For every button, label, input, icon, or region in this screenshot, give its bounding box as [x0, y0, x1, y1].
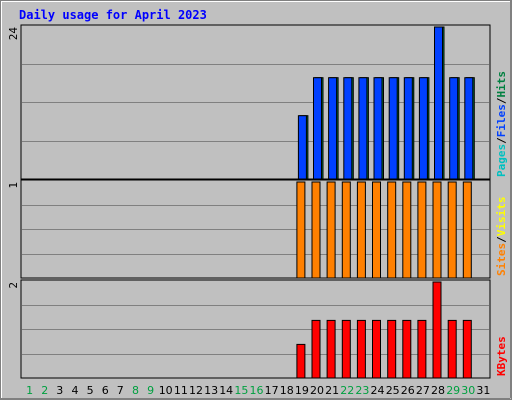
y-axis-max-label: 24: [7, 27, 20, 41]
x-tick-label-day-2: 2: [41, 384, 48, 397]
x-tick-label-day-1: 1: [26, 384, 33, 397]
bar-sites-day-28: [432, 181, 442, 279]
bar-sites-day-24: [372, 181, 381, 279]
legend-entry: /: [495, 97, 508, 104]
x-tick-label-day-21: 21: [325, 384, 339, 397]
legend-entry: Sites: [495, 243, 508, 276]
bar-files-day-20: [313, 77, 322, 180]
panel-legend: Pages/Files/Hits: [495, 71, 508, 177]
x-tick-label-day-26: 26: [401, 384, 415, 397]
bar-sites-day-20: [311, 181, 321, 279]
bar-sites-day-26: [402, 181, 412, 279]
bar-files-day-21: [328, 77, 338, 180]
legend-entry: Pages: [495, 144, 508, 177]
x-tick-label-day-16: 16: [250, 384, 264, 397]
bar-sites-day-19: [296, 181, 306, 279]
panel-legend: KBytes: [495, 336, 508, 376]
bar-sites-day-22: [341, 181, 351, 279]
bar-kbytes-day-19: [296, 343, 306, 379]
x-tick-label-day-22: 22: [340, 384, 354, 397]
x-tick-label-day-31: 31: [476, 384, 490, 397]
x-tick-label-day-9: 9: [147, 384, 154, 397]
legend-entry: Hits: [495, 71, 508, 98]
y-axis-max-label: 2: [7, 282, 20, 289]
bar-files-day-24: [373, 77, 383, 180]
x-tick-label-day-12: 12: [189, 384, 203, 397]
x-tick-label-day-8: 8: [132, 384, 139, 397]
x-tick-label-day-3: 3: [56, 384, 63, 397]
x-tick-label-day-11: 11: [174, 384, 188, 397]
x-tick-label-day-24: 24: [371, 384, 385, 397]
bar-files-day-19: [297, 115, 307, 180]
bar-kbytes-day-25: [387, 319, 397, 379]
x-tick-label-day-27: 27: [416, 384, 430, 397]
bar-sites-day-29: [447, 181, 457, 279]
bar-kbytes-day-21: [326, 319, 336, 379]
panel-visits-sites: 1 Sites/Visits: [7, 179, 508, 279]
x-tick-label-day-28: 28: [431, 384, 445, 397]
legend-entry: /: [495, 236, 508, 243]
bar-files-day-25: [388, 77, 398, 180]
panel-legend: Sites/Visits: [495, 197, 508, 277]
panel-kbytes: 2 KBytes: [7, 279, 508, 379]
legend-entry: /: [495, 137, 508, 144]
x-tick-label-day-15: 15: [234, 384, 248, 397]
x-tick-label-day-6: 6: [102, 384, 109, 397]
x-tick-label-day-19: 19: [295, 384, 309, 397]
x-tick-label-day-5: 5: [87, 384, 94, 397]
bar-kbytes-day-22: [341, 319, 351, 379]
bar-kbytes-day-24: [372, 319, 381, 379]
x-tick-label-day-25: 25: [386, 384, 400, 397]
y-axis-max-label: 1: [7, 182, 20, 189]
bar-kbytes-day-23: [356, 319, 366, 379]
bar-files-day-23: [358, 77, 368, 180]
x-tick-label-day-7: 7: [117, 384, 124, 397]
x-tick-label-day-13: 13: [204, 384, 218, 397]
x-tick-label-day-14: 14: [219, 384, 233, 397]
bar-kbytes-day-28: [432, 281, 442, 379]
bar-kbytes-day-20: [311, 319, 321, 379]
legend-entry: Files: [495, 104, 508, 137]
legend-entry: KBytes: [495, 336, 508, 376]
chart-title: Daily usage for April 2023: [19, 8, 207, 22]
bar-files-day-29: [449, 77, 459, 180]
x-tick-label-day-20: 20: [310, 384, 324, 397]
x-tick-label-day-29: 29: [446, 384, 460, 397]
bar-files-day-27: [418, 77, 428, 180]
bar-files-day-28: [434, 26, 443, 180]
bar-files-day-22: [343, 77, 353, 180]
bar-kbytes-day-29: [447, 319, 457, 379]
bar-kbytes-day-30: [462, 319, 472, 379]
x-tick-label-day-10: 10: [159, 384, 173, 397]
x-tick-label-day-23: 23: [355, 384, 369, 397]
bar-sites-day-30: [462, 181, 472, 279]
bar-kbytes-day-26: [402, 319, 412, 379]
bar-sites-day-21: [326, 181, 336, 279]
bar-files-day-30: [464, 77, 474, 180]
legend-entry: Visits: [495, 197, 508, 237]
bar-sites-day-25: [387, 181, 397, 279]
bar-sites-day-27: [417, 181, 427, 279]
x-tick-label-day-4: 4: [72, 384, 79, 397]
x-tick-label-day-17: 17: [265, 384, 279, 397]
bar-kbytes-day-27: [417, 319, 427, 379]
bar-files-day-26: [403, 77, 413, 180]
x-axis-labels: 1 2 3 4 5 6 7 8 9 10 11 12 13 14 15 16 17 18 19 20 21 22 23 24 2…: [26, 384, 490, 397]
x-tick-label-day-18: 18: [280, 384, 294, 397]
x-tick-label-day-30: 30: [461, 384, 475, 397]
bar-sites-day-23: [356, 181, 366, 279]
